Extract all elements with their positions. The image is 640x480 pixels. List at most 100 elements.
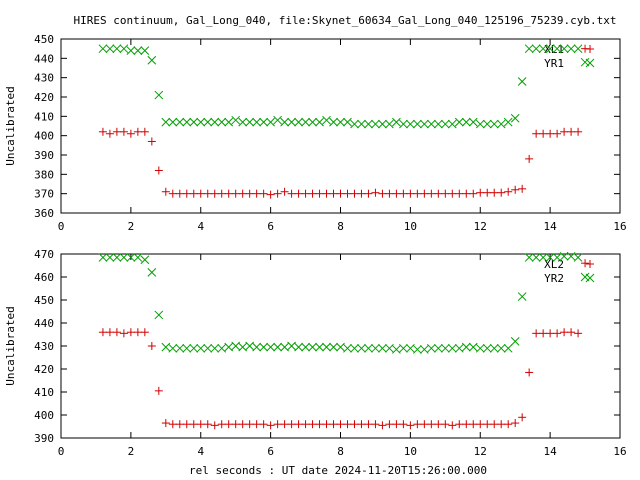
plus-marker xyxy=(140,127,149,136)
x-tick-label: 2 xyxy=(128,220,135,233)
plus-marker xyxy=(259,420,268,429)
cross-marker xyxy=(98,44,108,54)
y-tick-label: 410 xyxy=(34,386,54,399)
plus-marker xyxy=(231,420,240,429)
cross-marker xyxy=(105,44,115,54)
plus-marker xyxy=(126,328,135,337)
plus-marker xyxy=(308,420,317,429)
plus-marker xyxy=(385,420,394,429)
series-yr2 xyxy=(98,251,590,354)
y-tick-label: 360 xyxy=(34,207,54,220)
legend-label: XL2 xyxy=(544,258,564,271)
plus-marker xyxy=(322,420,331,429)
plus-marker xyxy=(329,420,338,429)
cross-marker xyxy=(399,119,408,129)
cross-marker xyxy=(140,255,150,265)
cross-marker xyxy=(287,341,296,351)
cross-marker xyxy=(196,343,206,353)
cross-marker xyxy=(294,117,303,127)
cross-marker xyxy=(552,44,562,54)
cross-marker xyxy=(559,44,569,54)
cross-marker xyxy=(133,46,143,55)
cross-marker xyxy=(350,343,359,353)
legend-marker xyxy=(586,45,594,53)
plus-marker xyxy=(217,420,226,429)
plus-marker xyxy=(112,127,121,136)
plus-marker xyxy=(210,421,219,430)
x-tick-label: 0 xyxy=(58,220,65,233)
plus-marker xyxy=(546,129,555,138)
cross-marker xyxy=(98,253,108,262)
plus-marker xyxy=(329,189,338,198)
cross-marker xyxy=(294,342,303,352)
cross-marker xyxy=(426,343,436,353)
plus-marker xyxy=(357,420,366,429)
cross-marker xyxy=(503,117,513,127)
plus-marker xyxy=(483,188,492,197)
cross-marker xyxy=(371,343,380,353)
x-tick-label: 4 xyxy=(197,445,204,458)
cross-marker xyxy=(161,342,171,352)
cross-marker xyxy=(238,117,248,127)
plus-marker xyxy=(343,420,352,429)
plus-marker xyxy=(413,189,422,198)
plus-marker xyxy=(119,329,128,338)
cross-marker xyxy=(419,345,429,354)
plus-marker xyxy=(133,328,142,337)
cross-marker xyxy=(454,343,464,353)
cross-marker xyxy=(392,117,401,127)
plus-marker xyxy=(147,137,156,146)
cross-marker xyxy=(189,343,199,353)
cross-marker xyxy=(217,343,227,353)
plus-marker xyxy=(497,188,506,197)
plus-marker xyxy=(343,189,352,198)
plus-marker xyxy=(553,329,562,338)
cross-marker xyxy=(440,119,450,129)
plus-marker xyxy=(287,189,296,198)
x-tick-label: 14 xyxy=(544,445,558,458)
cross-marker xyxy=(433,343,443,353)
cross-marker xyxy=(426,119,436,129)
plus-marker xyxy=(399,420,408,429)
series-xl2 xyxy=(98,259,590,430)
cross-marker xyxy=(517,292,527,301)
cross-marker xyxy=(364,343,373,353)
x-tick-label: 8 xyxy=(337,220,344,233)
plus-marker xyxy=(245,189,254,198)
cross-marker xyxy=(385,119,394,129)
y-tick-label: 430 xyxy=(34,72,54,85)
plus-marker xyxy=(406,421,415,430)
cross-marker xyxy=(336,117,345,127)
plus-marker xyxy=(119,127,128,136)
cross-marker xyxy=(378,119,387,129)
plus-marker xyxy=(224,420,233,429)
plus-marker xyxy=(147,342,156,350)
plus-marker xyxy=(441,420,450,429)
plus-marker xyxy=(238,189,247,198)
plus-marker xyxy=(231,189,240,198)
y-axis-label: Uncalibrated xyxy=(4,306,17,385)
cross-marker xyxy=(538,44,548,54)
plus-marker xyxy=(392,189,401,198)
cross-marker xyxy=(287,117,296,127)
cross-marker xyxy=(496,343,506,353)
y-tick-label: 370 xyxy=(34,188,54,201)
plus-marker xyxy=(511,185,520,194)
plus-marker xyxy=(469,189,478,198)
plus-marker xyxy=(497,420,506,429)
legend-marker xyxy=(586,260,594,268)
cross-marker xyxy=(308,117,317,127)
cross-marker xyxy=(475,343,485,353)
plus-marker xyxy=(315,189,324,198)
cross-marker xyxy=(517,77,527,86)
cross-marker xyxy=(336,342,345,352)
cross-marker xyxy=(566,44,576,54)
plus-marker xyxy=(581,259,590,268)
plus-marker xyxy=(175,189,184,198)
x-tick-label: 2 xyxy=(128,445,135,458)
cross-marker xyxy=(168,117,178,127)
y-tick-label: 440 xyxy=(34,52,54,65)
plus-marker xyxy=(574,329,583,338)
plus-marker xyxy=(175,420,184,429)
plus-marker xyxy=(462,420,471,429)
